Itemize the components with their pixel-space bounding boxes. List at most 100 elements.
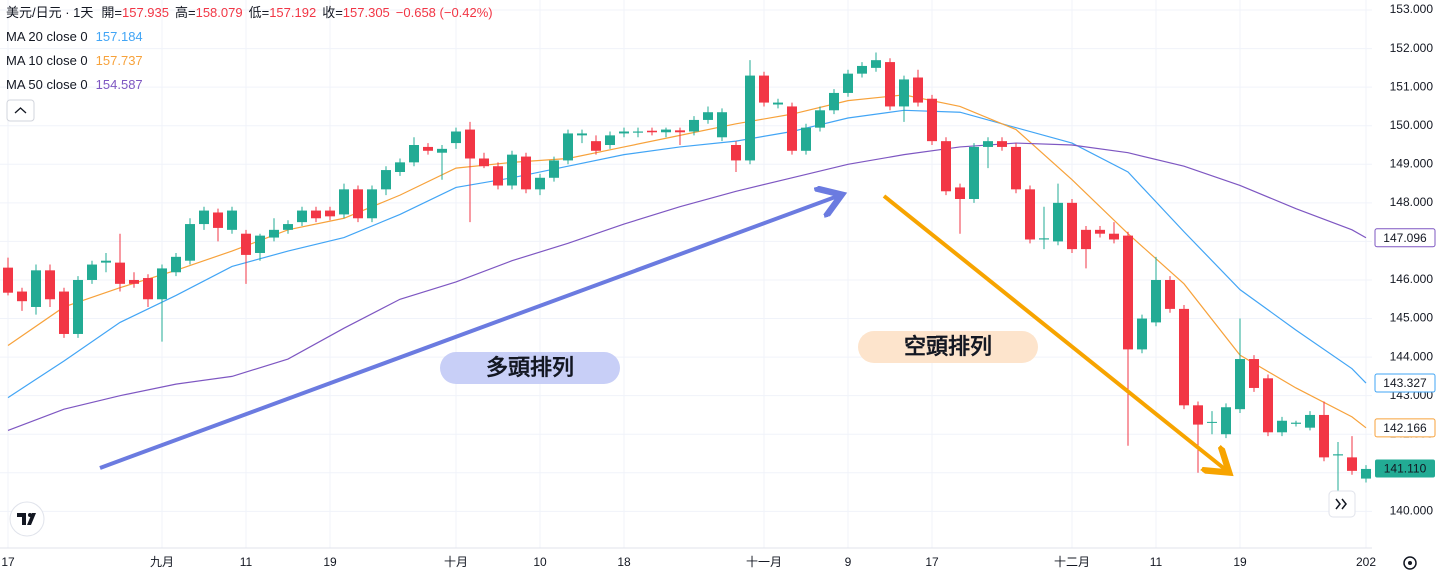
candle-body [185, 224, 195, 261]
candle-body [115, 262, 125, 284]
candle-body [1305, 414, 1315, 428]
candle-body [1249, 359, 1259, 388]
legend-value: 157.184 [96, 29, 143, 44]
candle-body [213, 212, 223, 228]
candle-body [129, 279, 139, 284]
candle-body [591, 141, 601, 151]
x-tick-label: 十二月 [1054, 555, 1090, 569]
candle-body [955, 187, 965, 199]
candle-body [17, 291, 27, 302]
ohlc-label: 高= [175, 5, 196, 20]
candle-body [885, 62, 895, 107]
candle-body [1291, 422, 1301, 424]
price-box-label: 142.166 [1383, 421, 1427, 435]
candle-body [367, 189, 377, 219]
y-tick-label: 146.000 [1390, 272, 1434, 286]
candle-body [913, 77, 923, 103]
down-arrow [882, 194, 1226, 470]
x-tick-label: 202 [1356, 555, 1376, 569]
candle-body [619, 131, 629, 134]
candle-body [815, 110, 825, 128]
annotation: 多頭排列 [486, 355, 574, 380]
y-tick-label: 151.000 [1390, 79, 1434, 93]
candle-body [829, 92, 839, 111]
y-tick-label: 145.000 [1390, 311, 1434, 325]
scroll-icon [1335, 498, 1347, 510]
candle-body [1361, 468, 1371, 479]
candle-body [493, 166, 503, 186]
scroll-button[interactable] [1328, 490, 1356, 518]
candle-body [269, 229, 279, 238]
tv-logo-dot [28, 513, 32, 517]
candle-body [465, 129, 475, 159]
candle-body [339, 189, 349, 215]
candle-body [661, 129, 671, 133]
candle-body [647, 130, 657, 133]
tv-logo[interactable] [9, 501, 45, 537]
y-tick-label: 140.000 [1390, 504, 1434, 518]
candle-body [703, 112, 713, 120]
legend-name: MA 50 close 0 [6, 77, 88, 92]
candle-body [255, 235, 265, 253]
candle-body [199, 210, 209, 225]
legend-entry: MA 10 close 0 157.737 [6, 53, 143, 68]
candle-body [101, 260, 111, 263]
ohlc-value: 157.192 [269, 5, 316, 20]
candle-body [857, 65, 867, 74]
candle-body [171, 256, 181, 273]
y-tick-label: 144.000 [1390, 349, 1434, 363]
ohlc-value: 157.305 [343, 5, 390, 20]
header: 美元/日元 · 1天 開=157.935 高=158.079 低=157.192 收=1… [6, 5, 493, 20]
x-tick-label: 11 [1150, 555, 1163, 569]
price-box-label: 147.096 [1383, 231, 1427, 245]
candle-body [45, 270, 55, 300]
x-tick-label: 十一月 [746, 555, 782, 569]
collapse-button[interactable] [6, 99, 35, 122]
candle-body [983, 141, 993, 147]
price-box [1374, 418, 1436, 438]
candle-body [1165, 279, 1175, 309]
x-tick-label: 十月 [444, 555, 468, 569]
candle-body [227, 210, 237, 230]
candle-body [1137, 318, 1147, 350]
candle-body [675, 130, 685, 133]
candle-body [1081, 229, 1091, 250]
y-tick-label: 149.000 [1390, 156, 1434, 170]
legend-name: MA 20 close 0 [6, 29, 88, 44]
candle-body [1319, 414, 1329, 458]
x-tick-label: 19 [1233, 555, 1247, 569]
collapse-icon [14, 107, 27, 114]
candle-body [549, 160, 559, 178]
candle-body [479, 158, 489, 167]
legend-value: 157.737 [96, 53, 143, 68]
ma-line [7, 109, 1367, 399]
candle-body [1263, 378, 1273, 433]
candle-body [1179, 308, 1189, 406]
ohlc-label: 收= [322, 5, 343, 20]
candle-body [297, 210, 307, 223]
x-tick-label: 17 [1, 555, 15, 569]
legend-entry: MA 50 close 0 154.587 [6, 77, 143, 92]
candle-body [1011, 146, 1021, 190]
candle-body [1095, 229, 1105, 234]
settings-button[interactable] [1403, 556, 1417, 570]
y-tick-label: 153.000 [1390, 2, 1434, 16]
candle-body [1123, 235, 1133, 350]
candle-body [773, 102, 783, 105]
candle-body [899, 79, 909, 107]
annotation-pill [440, 352, 620, 384]
price-box-label: 143.327 [1383, 376, 1427, 390]
candle-body [451, 131, 461, 144]
candle-body [535, 177, 545, 190]
y-tick-label: 148.000 [1390, 195, 1434, 209]
x-tick-label: 9 [845, 555, 852, 569]
candle-body [241, 233, 251, 255]
candle-body [1053, 202, 1063, 242]
candle-body [969, 146, 979, 199]
candle-body [73, 279, 83, 334]
candle-body [1151, 279, 1161, 323]
x-tick-label: 11 [240, 555, 253, 569]
last-price-box [1375, 459, 1435, 478]
candle-body [1039, 238, 1049, 240]
candle-body [563, 133, 573, 161]
